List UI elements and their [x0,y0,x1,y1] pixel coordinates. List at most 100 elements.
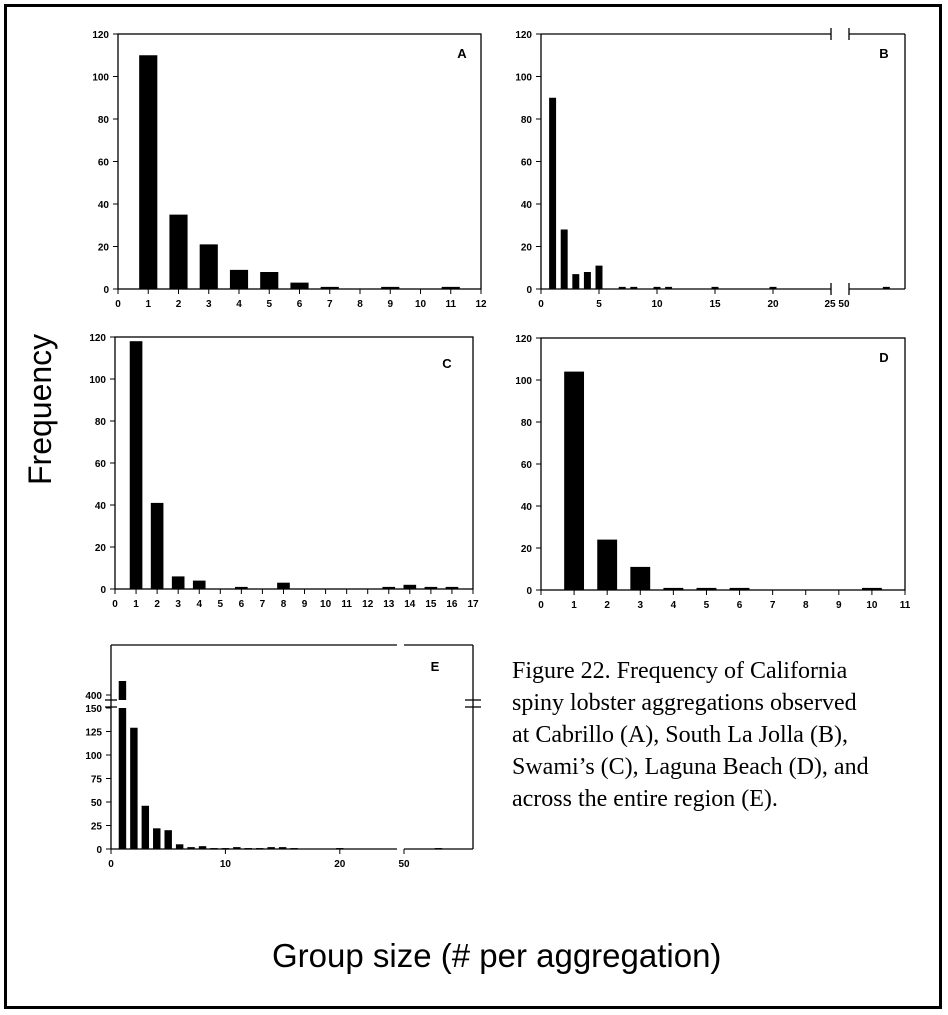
y-tick-label: 20 [98,243,110,254]
bar [549,97,557,289]
x-tick-label: 5 [218,599,224,610]
bar [199,244,218,289]
bar [560,229,568,289]
y-tick-label: 0 [100,585,106,596]
y-tick-label: 20 [521,243,533,254]
y-tick-label: 0 [96,845,102,856]
bar [187,847,195,849]
bar-upper-segment [118,681,127,700]
x-tick-label: 2 [176,299,182,310]
x-tick-label: 15 [425,599,437,610]
y-tick-label: 60 [521,158,533,169]
y-tick-label: 80 [521,115,533,126]
bar [630,286,638,289]
bar [424,586,438,589]
bar [153,828,161,849]
bar [630,566,651,590]
x-tick-label: 2 [154,599,160,610]
x-tick-label: 12 [362,599,374,610]
bar [235,586,248,589]
bar [653,286,661,289]
y-tick-label: 75 [91,775,103,786]
bar [618,286,626,289]
x-tick-label: 4 [671,600,677,611]
bar [445,586,459,589]
x-tick-label: 50 [398,859,410,870]
x-tick-label: 9 [302,599,308,610]
x-tick-label: 11 [900,600,911,611]
bar [171,576,185,589]
x-tick-label: 25 50 [824,299,849,310]
bar [564,371,585,590]
bar [336,848,344,850]
y-tick-label: 0 [526,586,532,597]
bar [320,286,339,289]
y-tick-label: 100 [89,375,106,386]
x-tick-label: 11 [341,599,352,610]
panel-b: 0 20 40 60 80 100 120 0 5 10 15 20 25 50 B [515,28,906,310]
x-tick-label: 0 [538,299,544,310]
y-tick-label: 0 [526,285,532,296]
y-tick-label: 60 [98,158,110,169]
panel-label: D [879,350,888,365]
bar [267,847,275,849]
bar [583,272,591,289]
x-tick-label: 5 [704,600,710,611]
y-axis-label: Frequency [22,334,82,485]
x-tick-label: 10 [320,599,332,610]
x-tick-label: 8 [281,599,287,610]
x-tick-label: 10 [651,299,663,310]
bar [278,847,287,849]
bar [175,844,184,849]
y-tick-label: 120 [89,333,106,344]
bar [729,587,750,590]
y-tick-label: 100 [85,751,102,762]
y-tick-label: 25 [91,822,103,833]
bar [403,584,417,589]
y-tick-label: 150 [85,704,102,715]
y-tick-label: 60 [521,460,533,471]
x-tick-label: 20 [767,299,779,310]
x-tick-label: 10 [220,859,232,870]
y-tick-label: 120 [515,334,532,345]
bar [696,587,717,590]
x-tick-label: 7 [260,599,266,610]
x-tick-label: 10 [415,299,427,310]
bar [665,286,673,289]
panel-label: B [879,46,888,61]
y-tick-label: 0 [103,285,109,296]
x-tick-label: 7 [770,600,776,611]
y-tick-label: 50 [91,798,103,809]
bar [882,286,890,289]
bar [290,848,298,850]
x-tick-label: 9 [836,600,842,611]
x-tick-label: 5 [266,299,272,310]
y-tick-label: 125 [85,728,102,739]
x-tick-label: 1 [145,299,151,310]
bar [663,587,684,590]
x-tick-label: 1 [133,599,139,610]
x-tick-label: 4 [236,299,242,310]
y-tick-label: 100 [92,73,109,84]
figure-caption: Figure 22. Frequency of California spiny… [512,658,869,812]
bar [382,586,396,589]
panel-label: A [457,46,467,61]
panel-label: E [431,659,440,674]
bar [192,580,206,589]
x-tick-label: 14 [404,599,416,610]
plot-area [114,336,474,590]
panel-d: 0 20 40 60 80 100 120 0 1 2 3 4 5 6 7 8 9 10 11 D [515,334,910,611]
bar [229,269,249,289]
x-tick-label: 20 [334,859,346,870]
bar [769,286,777,289]
y-tick-label: 120 [515,30,532,41]
bar [233,847,241,849]
bar [221,848,230,850]
y-tick-label: 400 [85,691,102,702]
x-tick-label: 5 [596,299,602,310]
bar [434,848,443,850]
x-tick-label: 16 [446,599,458,610]
y-tick-label: 20 [95,543,107,554]
x-tick-label: 11 [445,299,456,310]
